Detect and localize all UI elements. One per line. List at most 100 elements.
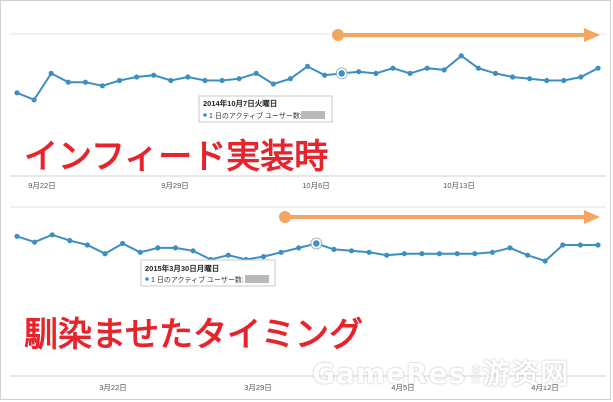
watermark-cn: 游资网: [482, 357, 570, 390]
watermark-brand: GameRes: [312, 357, 467, 390]
chart-panel-bottom: 2015年3月30日月曜日 1 日のアクティブ ユーザー数: 馴染ませたタイミン…: [10, 206, 606, 392]
data-point: [595, 65, 601, 71]
data-point: [190, 248, 196, 254]
x-tick-label: 10月6日: [302, 181, 330, 190]
data-point: [172, 245, 179, 251]
data-point: [14, 233, 20, 239]
tooltip-metric: 1 日のアクティブ ユーザー数:: [209, 111, 302, 120]
data-point: [82, 79, 88, 85]
data-point: [270, 81, 276, 87]
data-point: [287, 76, 293, 82]
data-point: [134, 74, 140, 80]
data-point: [424, 65, 430, 71]
tooltip-date: 2015年3月30日月曜日: [145, 263, 219, 273]
data-point: [116, 77, 123, 84]
data-point: [236, 76, 242, 82]
data-point: [441, 67, 447, 73]
x-tick-label: 9月22日: [28, 181, 56, 190]
data-point: [84, 242, 90, 248]
x-tick-label: 4月5日: [391, 383, 414, 392]
data-point: [436, 251, 443, 257]
tooltip-metric: 1 日のアクティブ ユーザー数:: [151, 275, 244, 284]
trend-arrow: [332, 28, 600, 42]
x-tick-label: 4月12日: [531, 383, 559, 392]
data-point: [331, 246, 337, 252]
data-point: [322, 72, 328, 78]
data-point: [454, 251, 460, 257]
data-point: [278, 249, 284, 255]
annotation-label: 馴染ませたタイミング: [24, 316, 363, 354]
watermark-small: 游戏: [469, 365, 480, 385]
data-point: [401, 251, 407, 257]
trend-arrow-start-dot: [332, 29, 344, 41]
data-point: [202, 77, 208, 84]
data-point: [577, 242, 584, 248]
data-point: [407, 70, 413, 76]
highlighted-point-ring: [310, 237, 323, 250]
data-point: [219, 77, 225, 84]
data-point: [185, 74, 191, 80]
data-point: [253, 70, 259, 76]
data-point: [527, 76, 533, 82]
data-point: [560, 242, 566, 248]
trend-arrow-head: [584, 210, 600, 224]
data-point: [507, 245, 513, 251]
trend-arrow: [279, 210, 600, 224]
data-point: [373, 70, 379, 76]
chart-panel-top: 2014年10月7日火曜日 1 日のアクティブ ユーザー数: インフィード実装時…: [10, 28, 606, 190]
data-point: [366, 249, 372, 255]
x-tick-label: 9月29日: [161, 181, 189, 190]
data-point: [525, 252, 531, 258]
data-point: [155, 245, 161, 251]
data-point: [168, 77, 174, 84]
data-point: [489, 249, 495, 255]
series-line: [16, 233, 598, 263]
tooltip-value-blurred: [301, 111, 325, 119]
x-tick-label: 10月13日: [443, 181, 475, 190]
data-point: [544, 77, 550, 84]
data-point: [14, 90, 20, 96]
data-point: [31, 97, 37, 103]
data-point: [48, 70, 54, 76]
data-point: [151, 72, 157, 78]
data-point: [492, 70, 499, 76]
data-point: [472, 251, 478, 257]
data-point: [31, 239, 38, 245]
tooltip-series-dot: [145, 277, 149, 281]
data-point: [296, 245, 302, 251]
x-tick-label: 3月29日: [244, 383, 272, 392]
data-point: [102, 251, 108, 257]
data-point: [260, 254, 267, 260]
data-point: [475, 65, 481, 71]
annotation-label: インフィード実装時: [24, 138, 328, 176]
tooltip: 2015年3月30日月曜日 1 日のアクティブ ユーザー数:: [140, 259, 276, 287]
data-point: [595, 242, 601, 248]
highlighted-data-point: [336, 68, 347, 79]
data-point: [67, 238, 73, 244]
data-point: [99, 83, 105, 89]
tooltip-value-blurred: [245, 275, 269, 283]
trend-arrow-start-dot: [279, 211, 291, 223]
data-point: [304, 63, 311, 69]
data-point: [390, 65, 396, 71]
data-point: [578, 74, 584, 80]
data-point: [49, 232, 55, 238]
x-tick-label: 3月22日: [99, 383, 127, 392]
data-point: [509, 74, 516, 80]
tooltip-series-dot: [203, 113, 207, 117]
data-point: [120, 240, 126, 247]
data-point: [458, 53, 464, 59]
data-point: [348, 248, 355, 254]
trend-arrow-head: [584, 28, 600, 42]
data-point: [561, 77, 567, 84]
data-point: [137, 249, 143, 255]
highlighted-data-point: [311, 238, 322, 249]
tooltip-date: 2014年10月7日火曜日: [203, 98, 277, 108]
data-point: [65, 79, 71, 85]
data-point: [384, 252, 390, 258]
data-point: [225, 252, 231, 258]
data-point: [419, 251, 425, 257]
